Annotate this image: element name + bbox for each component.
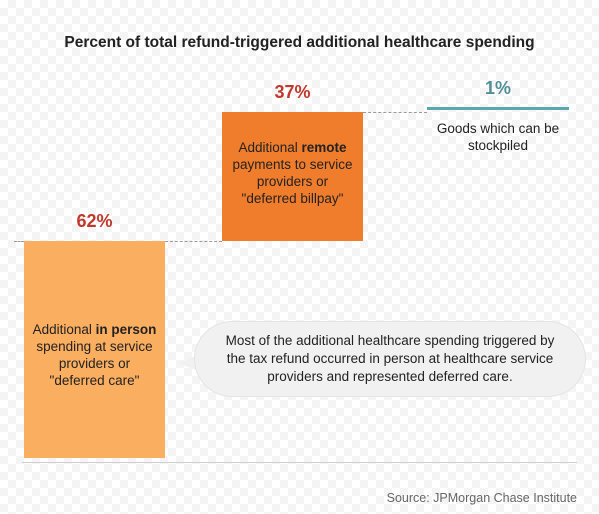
bar-2: Additional remote payments to service pr… bbox=[222, 111, 363, 241]
chart-title: Percent of total refund-triggered additi… bbox=[64, 34, 535, 51]
connector-leader bbox=[14, 241, 24, 242]
bar-1: Additional in person spending at service… bbox=[24, 241, 165, 458]
bar-3 bbox=[427, 107, 569, 110]
callout-text: Most of the additional healthcare spendi… bbox=[225, 333, 555, 384]
connector-1 bbox=[165, 241, 222, 242]
callout-bubble: Most of the additional healthcare spendi… bbox=[195, 322, 585, 396]
source-note: Source: JPMorgan Chase Institute bbox=[386, 491, 577, 505]
value-label-1: 62% bbox=[76, 211, 113, 231]
callout-tail bbox=[178, 355, 198, 371]
connector-2 bbox=[363, 111, 427, 113]
value-label-2: 37% bbox=[274, 81, 311, 102]
bar-2-label: Additional remote payments to service pr… bbox=[232, 140, 353, 207]
bar-3-label: Goods which can be stockpiled bbox=[436, 121, 560, 153]
bar-1-label: Additional in person spending at service… bbox=[32, 321, 157, 388]
value-label-3: 1% bbox=[484, 78, 511, 98]
baseline-rule bbox=[22, 462, 577, 463]
